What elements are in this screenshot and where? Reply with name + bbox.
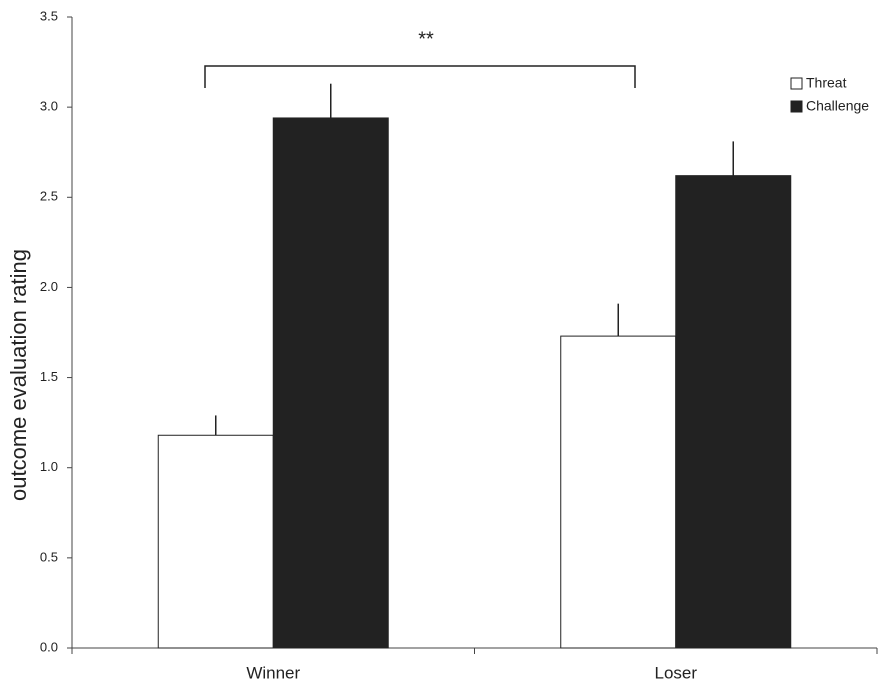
y-tick-label: 3.5 xyxy=(40,8,58,23)
significance-label: ** xyxy=(418,28,434,50)
legend-swatch xyxy=(790,100,803,113)
x-tick-label: Winner xyxy=(246,663,300,682)
legend-label: Threat xyxy=(806,75,847,91)
y-tick-label: 2.0 xyxy=(40,279,58,294)
y-tick-label: 3.0 xyxy=(40,99,58,114)
y-tick-label: 1.0 xyxy=(40,459,58,474)
y-tick-label: 1.5 xyxy=(40,369,58,384)
bar xyxy=(675,175,792,649)
y-tick-label: 2.5 xyxy=(40,189,58,204)
x-tick-label: Loser xyxy=(654,663,697,682)
bar xyxy=(272,117,389,649)
y-tick-label: 0.0 xyxy=(40,639,58,654)
significance-bracket xyxy=(204,65,636,88)
y-axis-label: outcome evaluation rating xyxy=(6,249,31,501)
y-tick-label: 0.5 xyxy=(40,549,58,564)
legend-label: Challenge xyxy=(806,98,869,114)
bar xyxy=(560,335,677,649)
bar xyxy=(157,434,274,649)
legend-swatch xyxy=(790,77,803,90)
